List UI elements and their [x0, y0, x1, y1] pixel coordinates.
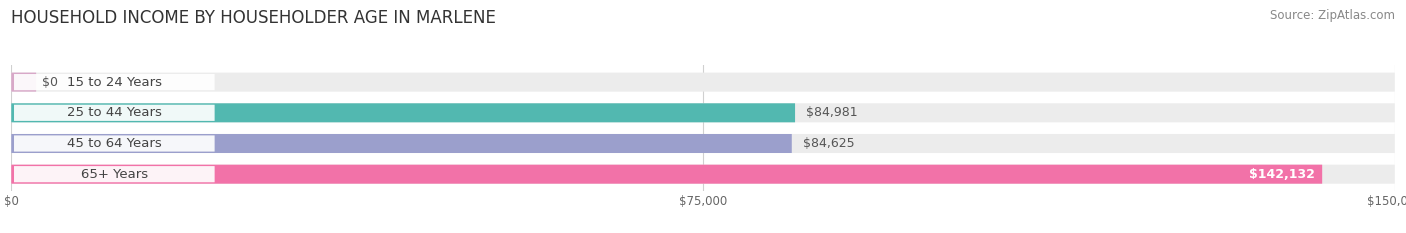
- FancyBboxPatch shape: [11, 73, 37, 92]
- FancyBboxPatch shape: [11, 165, 1322, 184]
- FancyBboxPatch shape: [11, 103, 1395, 122]
- FancyBboxPatch shape: [11, 103, 794, 122]
- Text: $84,981: $84,981: [806, 106, 858, 119]
- FancyBboxPatch shape: [11, 165, 1395, 184]
- FancyBboxPatch shape: [14, 74, 215, 90]
- Text: $0: $0: [42, 76, 58, 89]
- Text: 15 to 24 Years: 15 to 24 Years: [67, 76, 162, 89]
- Text: Source: ZipAtlas.com: Source: ZipAtlas.com: [1270, 9, 1395, 22]
- FancyBboxPatch shape: [14, 105, 215, 121]
- Text: 65+ Years: 65+ Years: [80, 168, 148, 181]
- FancyBboxPatch shape: [11, 73, 1395, 92]
- Text: 25 to 44 Years: 25 to 44 Years: [67, 106, 162, 119]
- FancyBboxPatch shape: [11, 134, 1395, 153]
- FancyBboxPatch shape: [14, 166, 215, 182]
- Text: 45 to 64 Years: 45 to 64 Years: [67, 137, 162, 150]
- Text: $142,132: $142,132: [1250, 168, 1315, 181]
- Text: HOUSEHOLD INCOME BY HOUSEHOLDER AGE IN MARLENE: HOUSEHOLD INCOME BY HOUSEHOLDER AGE IN M…: [11, 9, 496, 27]
- Text: $84,625: $84,625: [803, 137, 855, 150]
- FancyBboxPatch shape: [14, 135, 215, 152]
- FancyBboxPatch shape: [11, 134, 792, 153]
